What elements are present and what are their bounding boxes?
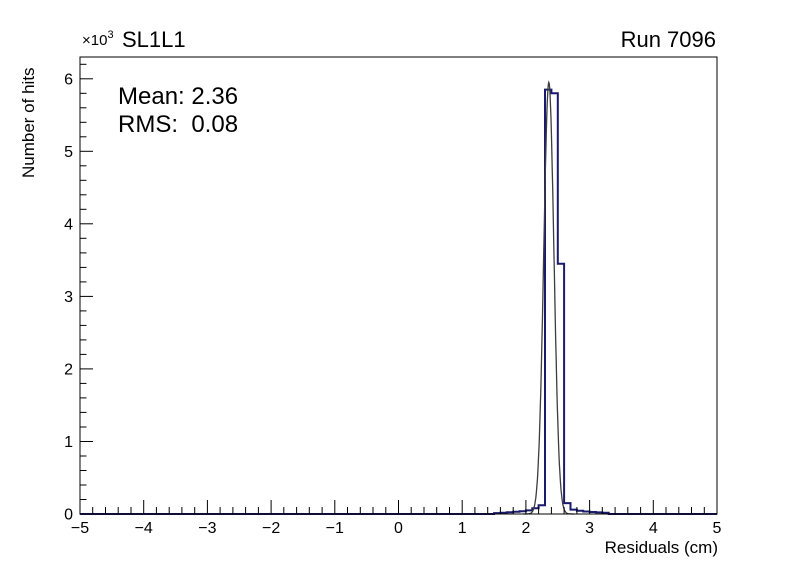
y-tick-label: 1 xyxy=(64,434,73,451)
x-tick-label: −5 xyxy=(71,520,89,537)
x-axis-title: Residuals (cm) xyxy=(605,538,718,557)
y-tick-label: 6 xyxy=(64,71,73,88)
stat-rms: RMS: 0.08 xyxy=(118,111,238,138)
x-tick-label: −4 xyxy=(135,520,153,537)
x-tick-label: 2 xyxy=(521,520,530,537)
x-tick-label: 5 xyxy=(713,520,722,537)
stat-mean: Mean: 2.36 xyxy=(118,83,238,110)
y-tick-label: 4 xyxy=(64,216,73,233)
fit-curve xyxy=(523,80,575,515)
y-tick-label: 3 xyxy=(64,289,73,306)
x-tick-label: 3 xyxy=(585,520,594,537)
run-label: Run 7096 xyxy=(621,27,716,52)
x-tick-label: −1 xyxy=(326,520,344,537)
x-tick-label: −2 xyxy=(262,520,280,537)
y-tick-label: 5 xyxy=(64,144,73,161)
y-axis-title: Number of hits xyxy=(19,67,38,178)
histogram-line xyxy=(80,88,717,515)
x-tick-label: −3 xyxy=(198,520,216,537)
y-tick-label: 2 xyxy=(64,361,73,378)
y-axis-exponent: ×103 xyxy=(82,29,114,49)
x-tick-label: 1 xyxy=(458,520,467,537)
plot-title: SL1L1 xyxy=(122,27,186,52)
x-tick-label: 0 xyxy=(394,520,403,537)
y-tick-label: 0 xyxy=(64,507,73,524)
x-tick-label: 4 xyxy=(649,520,658,537)
plot-generated-layer: −5 −4 −3 −2 −1 0 1 2 3 4 5 0 1 2 3 4 5 6 xyxy=(64,56,722,537)
